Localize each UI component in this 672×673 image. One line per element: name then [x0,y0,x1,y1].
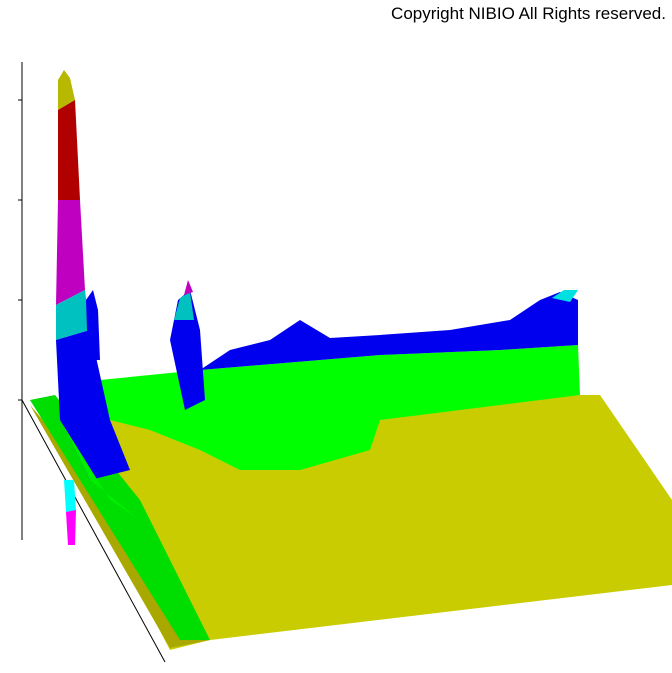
surface-peak-yellow-top [58,70,75,110]
surface-base-yellow [30,395,672,650]
surface-drip-magenta [66,510,76,545]
surface-peak-magenta [56,200,85,305]
surface-band-blue [200,292,578,370]
surface-peak-red [58,100,80,200]
surface-peak-cyan [56,290,90,340]
surface-midpeak-cyan [174,292,194,320]
surface-rightpeak-cyan [552,290,578,302]
copyright-text: Copyright NIBIO All Rights reserved. [391,4,666,23]
surface-secondpeak-blue [86,290,100,360]
surface-drip-cyan [64,480,76,512]
surface-midpeak-magenta [184,280,193,295]
surface-left-green [30,395,210,640]
surface-band-green [100,345,580,470]
z-axis-ticks [18,99,22,401]
surface-peak-blue [56,330,130,480]
x-axis-line [21,399,166,663]
